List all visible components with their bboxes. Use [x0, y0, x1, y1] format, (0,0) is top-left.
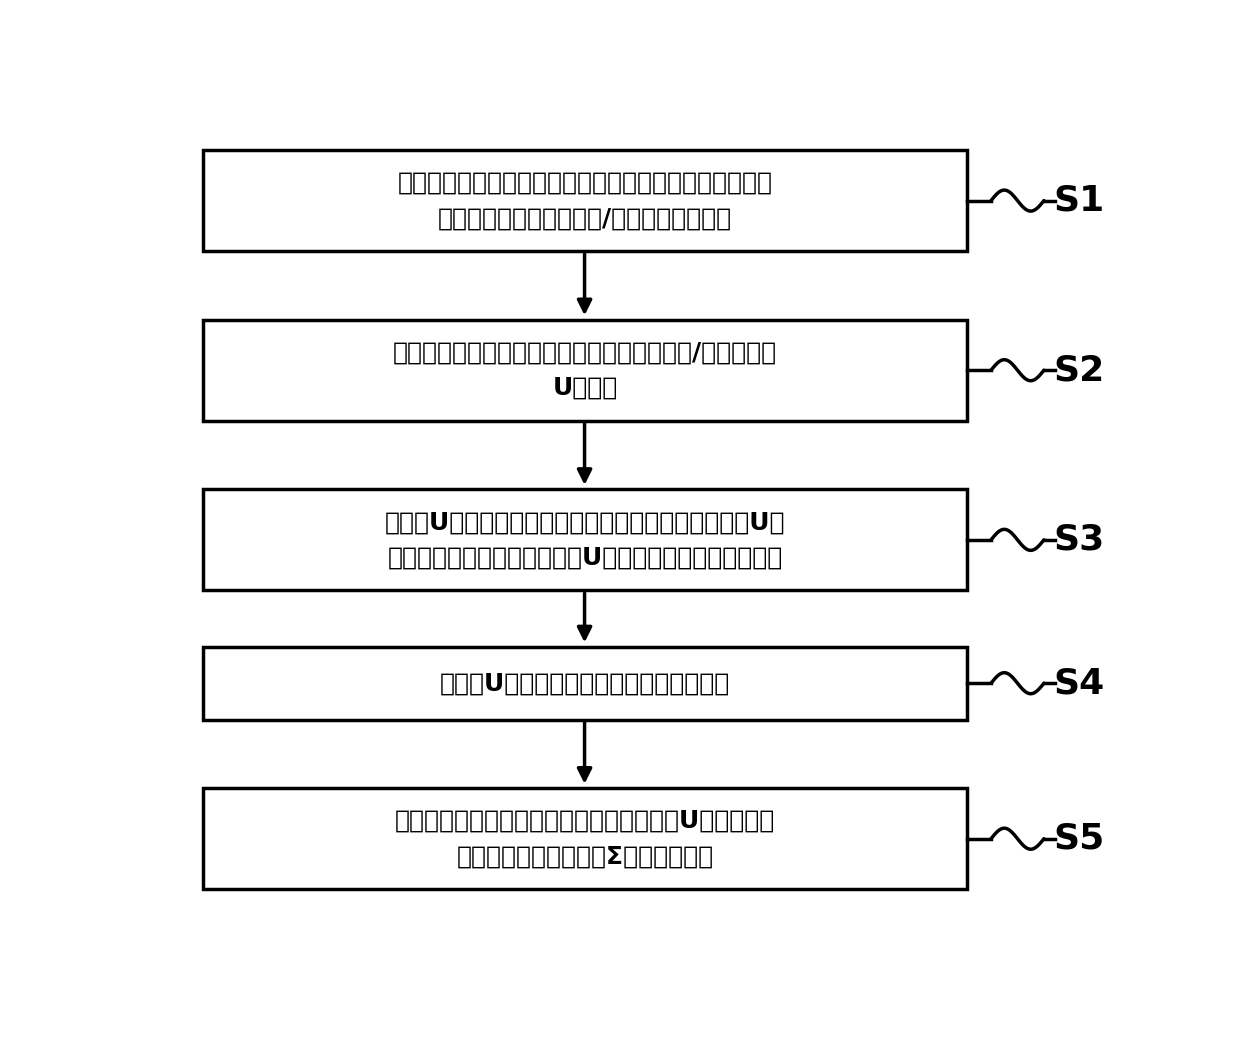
Text: 在所述U形凹槽的侧壁和底部外延生长硅层: 在所述U形凹槽的侧壁和底部外延生长硅层	[440, 671, 730, 695]
Text: S4: S4	[1054, 666, 1105, 701]
Text: 在所述U形凹槽内外延生长锗硅层，所述锗硅层能覆盖U形
凹槽底部的半导体衬底而露出U形凹槽侧壁上的半导体衬底: 在所述U形凹槽内外延生长锗硅层，所述锗硅层能覆盖U形 凹槽底部的半导体衬底而露出…	[384, 510, 785, 570]
Text: S3: S3	[1054, 522, 1105, 557]
Bar	[203, 647, 967, 720]
Text: 采用晶向选择性刻蚀工艺部分刻蚀露出所述U形凹槽侧壁
上的半导体衬底，形成Σ状的第二凹槽: 采用晶向选择性刻蚀工艺部分刻蚀露出所述U形凹槽侧壁 上的半导体衬底，形成Σ状的第…	[394, 809, 775, 869]
Text: S1: S1	[1054, 184, 1105, 217]
Bar	[203, 150, 967, 251]
Text: 以所述硬质掩膜层为掩膜，刻蚀所述衬底的源/漏区以形成
U形凹槽: 以所述硬质掩膜层为掩膜，刻蚀所述衬底的源/漏区以形成 U形凹槽	[393, 341, 777, 400]
Text: S5: S5	[1054, 821, 1105, 856]
Bar	[203, 788, 967, 890]
Bar	[203, 489, 967, 591]
Text: S2: S2	[1054, 354, 1105, 387]
Text: 提供一半导体衬底，在所述衬底上形成硬质掩膜层，并选
择性的去除所述衬底的源/漏区的硬质掩膜层: 提供一半导体衬底，在所述衬底上形成硬质掩膜层，并选 择性的去除所述衬底的源/漏区…	[398, 171, 773, 231]
Bar	[203, 320, 967, 421]
